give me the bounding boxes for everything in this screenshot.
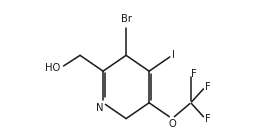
Text: F: F [205, 82, 211, 92]
Text: Br: Br [121, 14, 132, 24]
Text: N: N [96, 103, 103, 113]
Text: O: O [168, 119, 176, 129]
Text: F: F [191, 69, 196, 79]
Text: F: F [205, 114, 211, 124]
Text: I: I [172, 50, 175, 60]
Text: HO: HO [45, 63, 60, 73]
